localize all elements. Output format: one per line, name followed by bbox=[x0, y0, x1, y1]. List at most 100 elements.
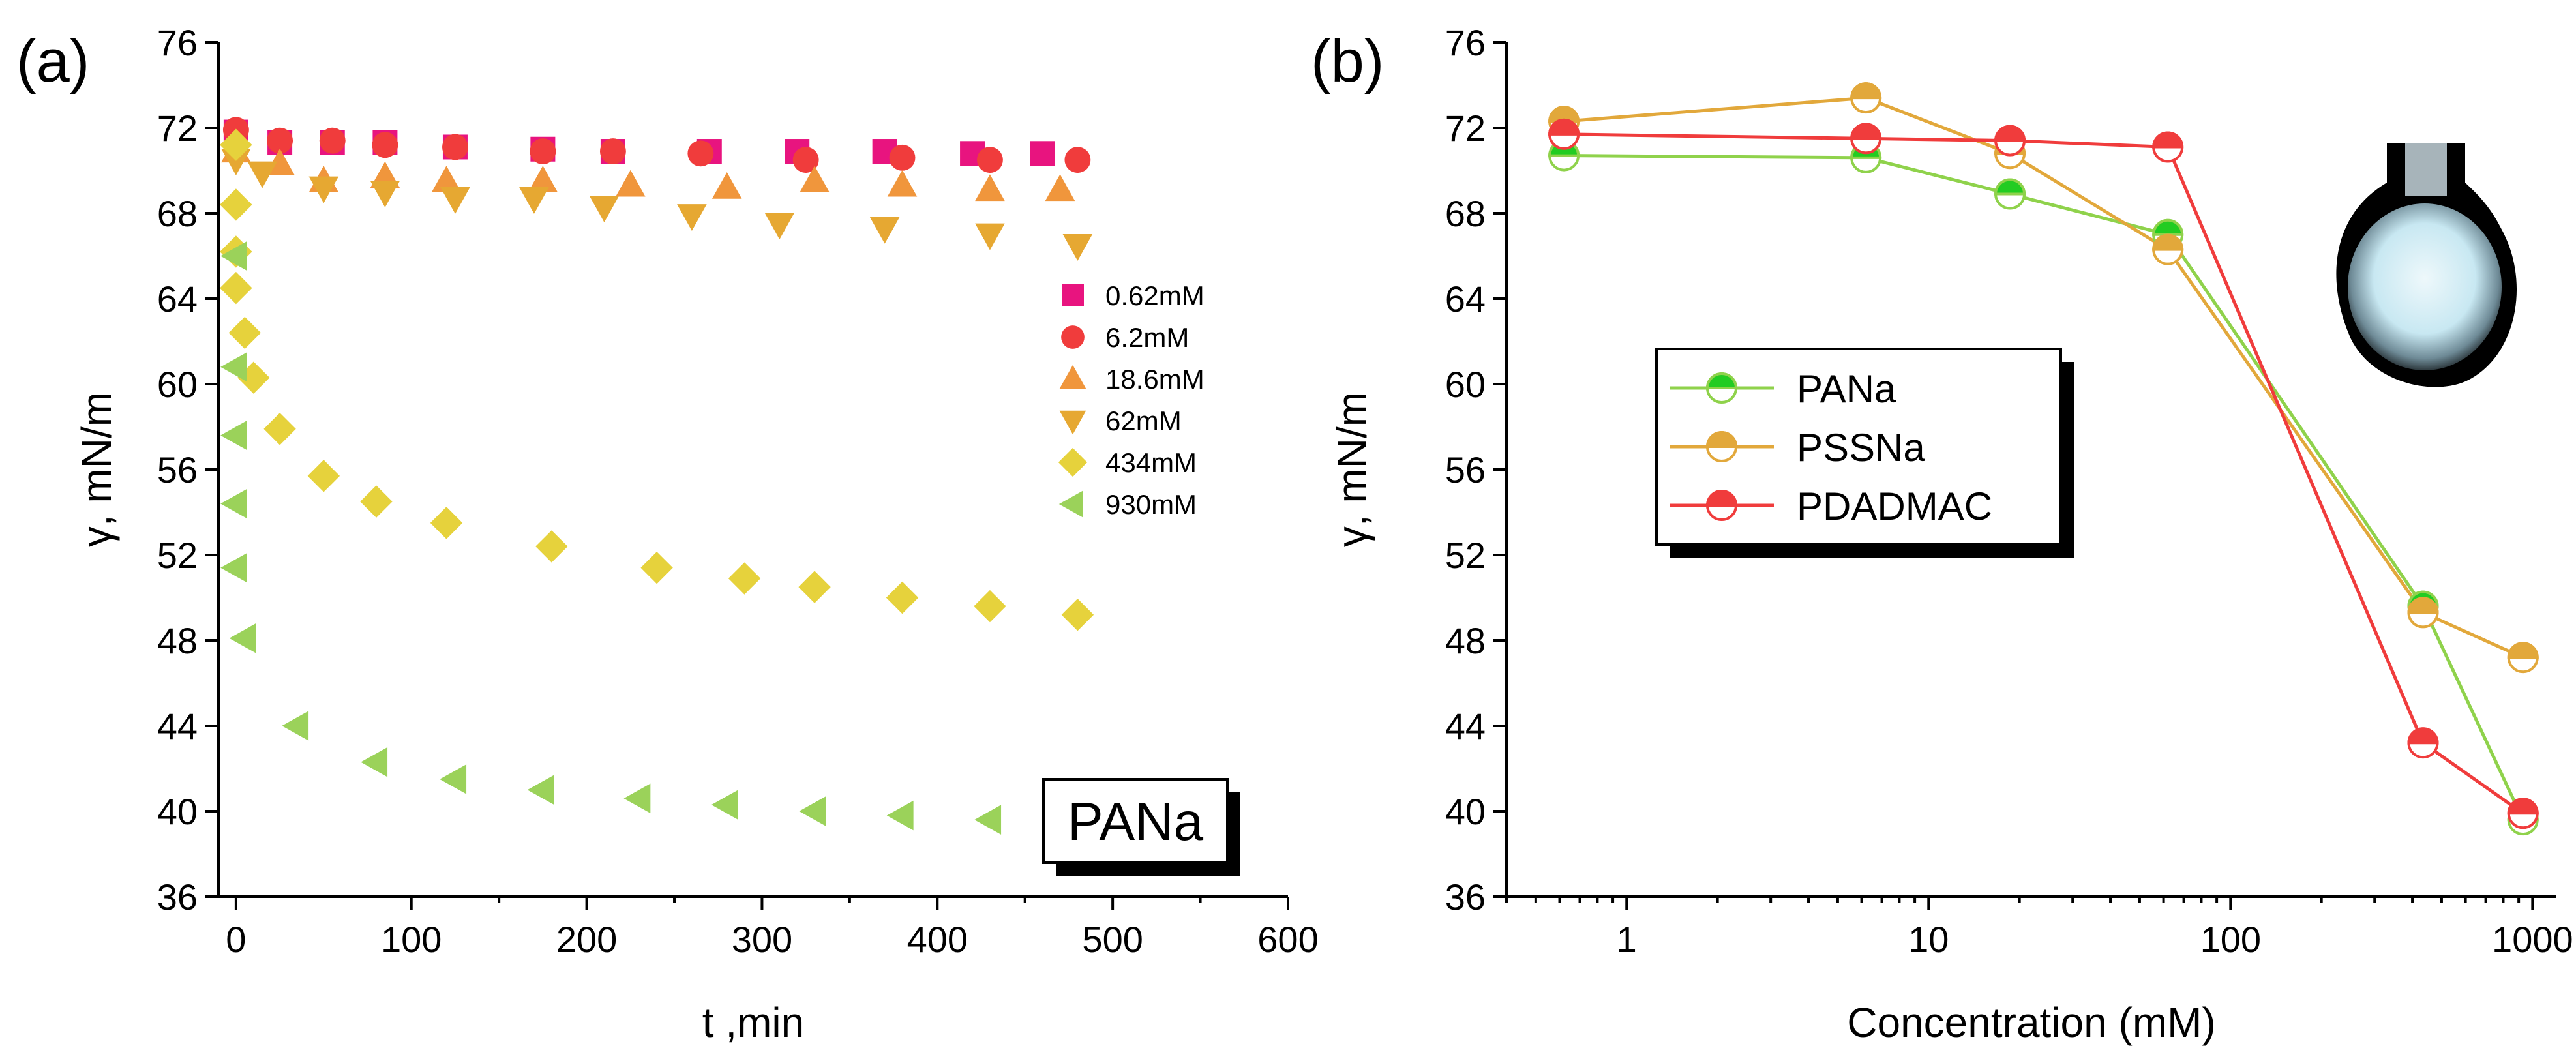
data-point-434mM bbox=[263, 413, 296, 445]
data-point-PANa-fill bbox=[1994, 178, 2026, 196]
data-point-434mM bbox=[237, 361, 270, 394]
data-point-18.6mM bbox=[887, 170, 918, 197]
data-point-18.6mM bbox=[431, 166, 462, 192]
data-point-18.6mM bbox=[711, 172, 742, 199]
data-point-PANa-fill bbox=[2152, 218, 2184, 236]
data-point-PSSNa-fill bbox=[2152, 233, 2184, 251]
data-point-930mM bbox=[623, 783, 651, 814]
x-tick-label: 0 bbox=[226, 919, 246, 960]
legend-label-PSSNa: PSSNa bbox=[1797, 426, 1925, 470]
data-point-PANa bbox=[1548, 140, 1580, 172]
data-point-62mM bbox=[589, 196, 620, 222]
legend-marker-62mM bbox=[1059, 410, 1086, 435]
data-point-434mM bbox=[360, 485, 393, 518]
legend-label-PANa: PANa bbox=[1797, 367, 1896, 411]
data-point-930mM bbox=[220, 488, 247, 519]
data-point-PSSNa bbox=[2407, 597, 2439, 629]
y-tick-label: 36 bbox=[1445, 876, 1486, 918]
data-point-18.6mM bbox=[528, 166, 558, 192]
data-point-62mM bbox=[975, 223, 1005, 250]
data-point-434mM bbox=[430, 507, 463, 539]
legend-marker-434mM bbox=[1058, 447, 1088, 477]
data-point-62mM bbox=[519, 187, 549, 214]
x-tick-label: 100 bbox=[381, 919, 442, 960]
y-tick-label: 36 bbox=[157, 876, 198, 918]
x-tick-label: 1000 bbox=[2492, 919, 2573, 960]
legend-label-0.62mM: 0.62mM bbox=[1105, 280, 1205, 311]
data-point-6.2mM bbox=[599, 138, 626, 164]
data-point-62mM bbox=[1062, 234, 1093, 261]
y-tick-label: 72 bbox=[157, 108, 198, 149]
legend-label-434mM: 434mM bbox=[1105, 447, 1197, 478]
y-tick-label: 68 bbox=[1445, 193, 1486, 234]
data-point-62mM bbox=[677, 204, 707, 232]
data-point-6.2mM bbox=[372, 132, 398, 158]
data-point-PDADMAC-fill bbox=[1994, 125, 2026, 142]
data-point-6.2mM bbox=[792, 147, 819, 173]
data-point-18.6mM bbox=[800, 166, 830, 192]
data-point-18.6mM bbox=[1045, 174, 1075, 202]
data-point-930mM bbox=[229, 623, 256, 653]
data-point-930mM bbox=[220, 552, 247, 583]
data-point-930mM bbox=[361, 747, 388, 777]
y-tick-label: 40 bbox=[1445, 791, 1486, 832]
data-point-930mM bbox=[527, 775, 554, 805]
data-point-PDADMAC-fill bbox=[1850, 123, 1882, 140]
y-tick-label: 68 bbox=[157, 193, 198, 234]
data-point-62mM bbox=[247, 161, 278, 188]
data-point-6.2mM bbox=[889, 144, 916, 171]
series-line-PANa bbox=[1564, 154, 2525, 821]
y-axis-title: γ, mN/m bbox=[1328, 392, 1375, 547]
x-tick-label: 10 bbox=[1908, 919, 1949, 960]
x-tick-label: 600 bbox=[1257, 919, 1318, 960]
data-point-0.62mM bbox=[1030, 141, 1055, 166]
data-point-930mM bbox=[440, 764, 467, 794]
data-point-434mM bbox=[974, 590, 1006, 623]
y-tick-label: 56 bbox=[1445, 449, 1486, 490]
data-point-434mM bbox=[640, 551, 673, 584]
x-axis-title: Concentration (mM) bbox=[1847, 999, 2216, 1046]
data-point-434mM bbox=[220, 128, 252, 161]
data-point-PSSNa bbox=[2152, 233, 2184, 265]
data-point-930mM bbox=[974, 805, 1002, 835]
legend-marker-930mM bbox=[1058, 490, 1083, 518]
legend-marker-PANa bbox=[1705, 372, 1738, 404]
axes-frame bbox=[217, 42, 1288, 898]
data-point-6.2mM bbox=[442, 134, 468, 160]
data-point-6.2mM bbox=[267, 127, 293, 154]
series-line-PSSNa bbox=[1563, 96, 2524, 659]
data-point-PSSNa-fill bbox=[2407, 597, 2439, 614]
y-tick-label: 56 bbox=[157, 449, 198, 490]
data-point-434mM bbox=[798, 571, 831, 603]
data-point-PDADMAC-fill bbox=[1548, 118, 1580, 136]
y-tick-label: 76 bbox=[157, 22, 198, 63]
y-tick-label: 60 bbox=[1445, 364, 1486, 405]
y-tick-label: 52 bbox=[157, 535, 198, 576]
data-point-6.2mM bbox=[687, 140, 714, 167]
legend-marker-PSSNa bbox=[1705, 431, 1738, 462]
y-tick-label: 52 bbox=[1445, 535, 1486, 576]
data-point-PDADMAC bbox=[1994, 125, 2026, 157]
x-tick-label: 1 bbox=[1617, 919, 1637, 960]
drop-body bbox=[2348, 203, 2502, 370]
data-point-PDADMAC bbox=[2407, 727, 2439, 759]
x-tick-label: 200 bbox=[556, 919, 617, 960]
y-tick-label: 44 bbox=[157, 706, 198, 747]
axes-frame bbox=[1505, 42, 2556, 898]
data-point-434mM bbox=[728, 562, 761, 595]
panel-b-label: (b) bbox=[1311, 28, 1384, 95]
data-point-930mM bbox=[886, 800, 914, 831]
data-point-434mM bbox=[886, 581, 919, 614]
y-tick-label: 72 bbox=[1445, 108, 1486, 149]
x-axis-title: t ,min bbox=[702, 999, 804, 1046]
x-tick-label: 300 bbox=[732, 919, 792, 960]
data-point-PSSNa bbox=[2507, 642, 2539, 674]
legend-label-PDADMAC: PDADMAC bbox=[1797, 485, 1992, 528]
x-tick-label: 500 bbox=[1082, 919, 1143, 960]
legend-marker-0.62mM bbox=[1062, 284, 1084, 306]
y-tick-label: 64 bbox=[157, 278, 198, 320]
data-point-62mM bbox=[869, 217, 900, 244]
data-point-62mM bbox=[764, 213, 795, 240]
y-tick-label: 48 bbox=[1445, 620, 1486, 661]
